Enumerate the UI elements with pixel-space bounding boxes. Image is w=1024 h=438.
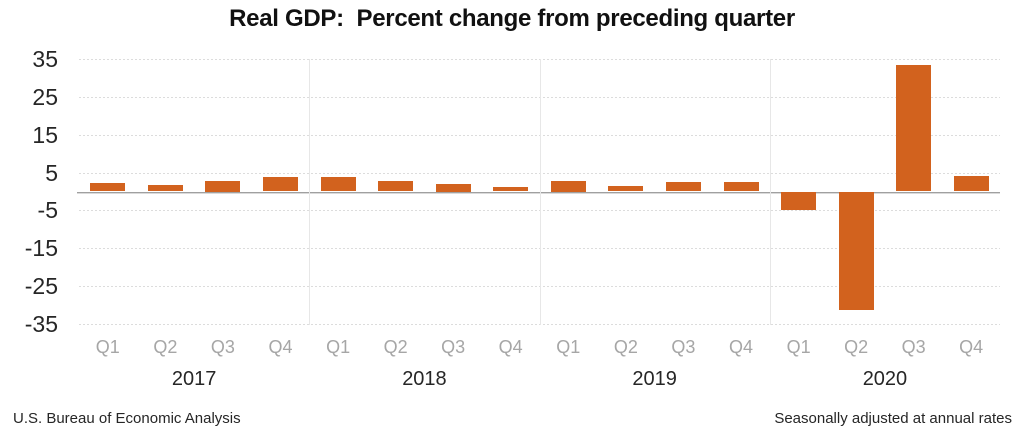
x-tick-label-2020-q3: Q3 bbox=[901, 337, 926, 357]
y-tick-label--5: -5 bbox=[37, 197, 58, 224]
x-tick-label-2018-q3: Q3 bbox=[441, 337, 466, 357]
bar-2020-q2 bbox=[838, 191, 874, 311]
year-label-2019: 2019 bbox=[632, 368, 677, 390]
x-tick-label-2018-q4: Q4 bbox=[498, 337, 523, 357]
x-tick-label-2020-q4: Q4 bbox=[959, 337, 984, 357]
bar-2017-q4 bbox=[263, 176, 298, 192]
y-tick-label--25: -25 bbox=[24, 273, 58, 300]
year-separator-line bbox=[769, 59, 771, 325]
x-tick-label-2017-q1: Q1 bbox=[95, 337, 120, 357]
y-tick-label-15: 15 bbox=[32, 121, 58, 148]
bar-2019-q3 bbox=[665, 181, 701, 192]
bar-2017-q3 bbox=[205, 180, 241, 192]
x-tick-label-2018-q2: Q2 bbox=[383, 337, 408, 357]
x-axis-year-labels: 2017 2018 2019 2020 bbox=[79, 366, 1000, 392]
bar-2019-q1 bbox=[550, 180, 586, 192]
y-tick-label-35: 35 bbox=[32, 46, 58, 72]
adjustment-note: Seasonally adjusted at annual rates bbox=[774, 410, 1012, 427]
bar-2018-q2 bbox=[378, 181, 414, 192]
x-tick-label-2019-q4: Q4 bbox=[728, 337, 753, 357]
x-tick-label-2017-q3: Q3 bbox=[210, 337, 235, 357]
bar-2017-q1 bbox=[90, 182, 126, 192]
y-tick-label-5: 5 bbox=[45, 159, 58, 186]
year-separator-line bbox=[309, 59, 311, 325]
x-tick-label-2020-q2: Q2 bbox=[844, 337, 869, 357]
chart-title: Real GDP: Percent change from preceding … bbox=[229, 5, 795, 32]
x-axis-quarter-labels: Q1 Q2 Q3 Q4 Q1 Q2 Q3 Q4 Q1 Q2 Q3 Q4 Q1 Q2 Q3 Q4 bbox=[79, 336, 1000, 358]
bar-2020-q4 bbox=[953, 176, 989, 192]
bar-2018-q3 bbox=[435, 183, 471, 192]
bar-2020-q3 bbox=[896, 65, 932, 192]
x-tick-label-2018-q1: Q1 bbox=[326, 337, 351, 357]
y-tick-label-25: 25 bbox=[32, 83, 58, 110]
y-tick-label--15: -15 bbox=[24, 235, 58, 262]
bar-2019-q4 bbox=[723, 182, 759, 192]
bar-2018-q4 bbox=[493, 186, 529, 192]
y-tick-label--35: -35 bbox=[24, 311, 58, 337]
bar-2018-q1 bbox=[320, 177, 356, 192]
year-separator-line bbox=[539, 59, 541, 325]
x-tick-label-2019-q2: Q2 bbox=[613, 337, 638, 357]
x-tick-label-2019-q3: Q3 bbox=[671, 337, 696, 357]
bar-2020-q1 bbox=[781, 191, 816, 211]
plot-area bbox=[77, 59, 1000, 325]
x-tick-label-2017-q2: Q2 bbox=[153, 337, 178, 357]
zero-axis-line bbox=[77, 191, 1000, 193]
bar-2019-q2 bbox=[608, 185, 644, 192]
x-tick-label-2019-q1: Q1 bbox=[556, 337, 581, 357]
year-label-2017: 2017 bbox=[171, 368, 217, 390]
year-label-2020: 2020 bbox=[862, 368, 908, 390]
source-note: U.S. Bureau of Economic Analysis bbox=[13, 410, 241, 427]
bar-2017-q2 bbox=[147, 185, 183, 192]
x-tick-label-2020-q1: Q1 bbox=[786, 337, 811, 357]
x-tick-label-2017-q4: Q4 bbox=[268, 337, 293, 357]
year-label-2018: 2018 bbox=[402, 368, 447, 390]
